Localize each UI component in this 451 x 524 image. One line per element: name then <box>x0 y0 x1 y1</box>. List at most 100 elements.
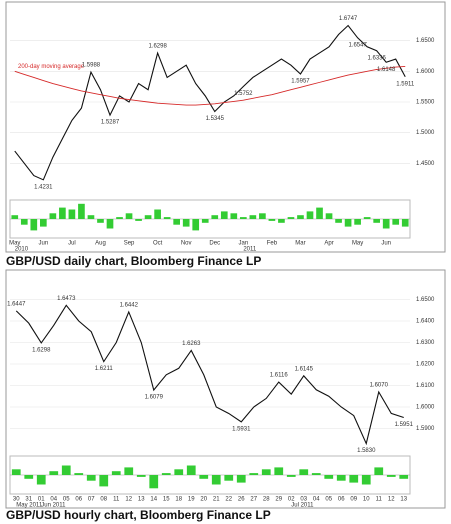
x-tick-label: 31 <box>25 497 32 503</box>
x-group-label: Jul 2011 <box>291 503 314 509</box>
y-tick-label: 1.6000 <box>416 405 435 411</box>
x-tick-label: 22 <box>225 497 232 503</box>
oscillator-bar <box>182 219 190 227</box>
x-tick-label: 26 <box>238 497 245 503</box>
oscillator-bar <box>325 213 333 219</box>
x-tick-label: 12 <box>125 497 132 503</box>
annotation: 1.6747 <box>339 16 358 22</box>
annotation: 1.6079 <box>145 395 164 401</box>
oscillator-bar <box>354 219 361 225</box>
x-tick-label: 05 <box>63 497 70 503</box>
oscillator-bar <box>111 471 121 475</box>
oscillator-bar <box>97 219 104 223</box>
oscillator-bar <box>106 219 114 229</box>
oscillator-bar <box>249 473 259 475</box>
x-tick-label: Oct <box>153 241 163 247</box>
annotation: 1.6442 <box>120 303 139 309</box>
oscillator-bar <box>230 213 238 219</box>
oscillator-bar <box>401 219 409 227</box>
oscillator-bar <box>268 219 276 221</box>
x-tick-label: Mar <box>295 241 305 247</box>
oscillator-bar <box>149 475 159 489</box>
x-tick-label: 08 <box>100 497 107 503</box>
series-line <box>14 65 406 106</box>
annotation: 1.6070 <box>370 383 389 389</box>
x-tick-label: Jan <box>238 241 248 247</box>
oscillator-bar <box>163 217 171 219</box>
oscillator-bar <box>61 465 71 475</box>
oscillator-bar <box>316 207 323 219</box>
oscillator-bar <box>306 211 314 219</box>
oscillator-bar <box>363 217 371 219</box>
annotation: 1.5931 <box>232 426 251 432</box>
x-tick-label: 07 <box>88 497 95 503</box>
oscillator-bar <box>49 471 59 475</box>
annotation: 1.6148 <box>377 67 396 73</box>
x-tick-label: 20 <box>200 497 207 503</box>
x-tick-label: 18 <box>175 497 182 503</box>
oscillator-bar <box>211 215 219 219</box>
oscillator-bar <box>116 217 123 219</box>
x-tick-label: 09 <box>350 497 357 503</box>
x-tick-label: 03 <box>300 497 307 503</box>
x-tick-label: 13 <box>400 497 407 503</box>
annotation: 1.6298 <box>148 44 167 50</box>
oscillator-bar <box>361 475 371 485</box>
oscillator-bar <box>386 475 396 477</box>
annotation: 1.6298 <box>32 348 51 354</box>
y-tick-label: 1.5900 <box>416 426 435 432</box>
oscillator-bar <box>199 475 209 479</box>
oscillator-bar <box>173 219 180 225</box>
oscillator-bar <box>224 475 234 481</box>
annotation: 1.6263 <box>182 341 201 347</box>
series-label: 200-day moving average <box>18 64 85 70</box>
oscillator-bar <box>349 475 359 483</box>
oscillator-bar <box>154 209 161 219</box>
oscillator-bar <box>399 475 409 479</box>
x-tick-label: Nov <box>181 241 192 247</box>
x-tick-label: 11 <box>113 497 120 503</box>
x-tick-label: Aug <box>95 241 106 247</box>
annotation: 1.5752 <box>234 91 253 97</box>
x-tick-label: 30 <box>13 497 20 503</box>
y-tick-label: 1.5500 <box>416 100 435 106</box>
oscillator-bar <box>59 207 66 219</box>
x-tick-label: Jul <box>68 241 76 247</box>
annotation: 1.6211 <box>95 366 114 372</box>
x-tick-label: 13 <box>138 497 145 503</box>
oscillator-bar <box>136 475 146 477</box>
chart-frame <box>5 269 446 509</box>
annotation: 1.6116 <box>270 373 289 379</box>
oscillator-bar <box>335 219 342 223</box>
annotation: 1.6447 <box>7 301 26 307</box>
x-tick-label: 06 <box>75 497 82 503</box>
oscillator-bar <box>174 469 184 475</box>
x-tick-label: 29 <box>275 497 282 503</box>
oscillator-bar <box>192 219 200 231</box>
x-tick-label: Sep <box>124 241 135 247</box>
y-tick-label: 1.6000 <box>416 69 435 75</box>
oscillator-bar <box>311 473 321 475</box>
oscillator-bar <box>274 467 284 475</box>
oscillator-bar <box>74 473 84 475</box>
x-tick-label: 10 <box>363 497 370 503</box>
oscillator-bar <box>201 219 209 223</box>
oscillator-bar <box>161 473 171 475</box>
y-tick-label: 1.6200 <box>416 362 435 368</box>
y-tick-label: 1.6500 <box>416 297 435 303</box>
oscillator-bar <box>324 475 334 479</box>
annotation: 1.6145 <box>295 366 314 372</box>
oscillator-bar <box>373 219 380 223</box>
oscillator-bar <box>374 467 384 475</box>
oscillator-bar <box>344 219 352 227</box>
oscillator-bar <box>11 215 19 219</box>
annotation: 1.5957 <box>291 79 310 85</box>
annotation: 1.5830 <box>357 448 376 454</box>
x-tick-label: Jun <box>38 241 48 247</box>
x-tick-label: 04 <box>50 497 57 503</box>
x-tick-label: 28 <box>263 497 270 503</box>
annotation: 1.5287 <box>101 120 120 126</box>
annotation: 1.5911 <box>396 81 415 87</box>
x-tick-label: Apr <box>324 241 333 247</box>
